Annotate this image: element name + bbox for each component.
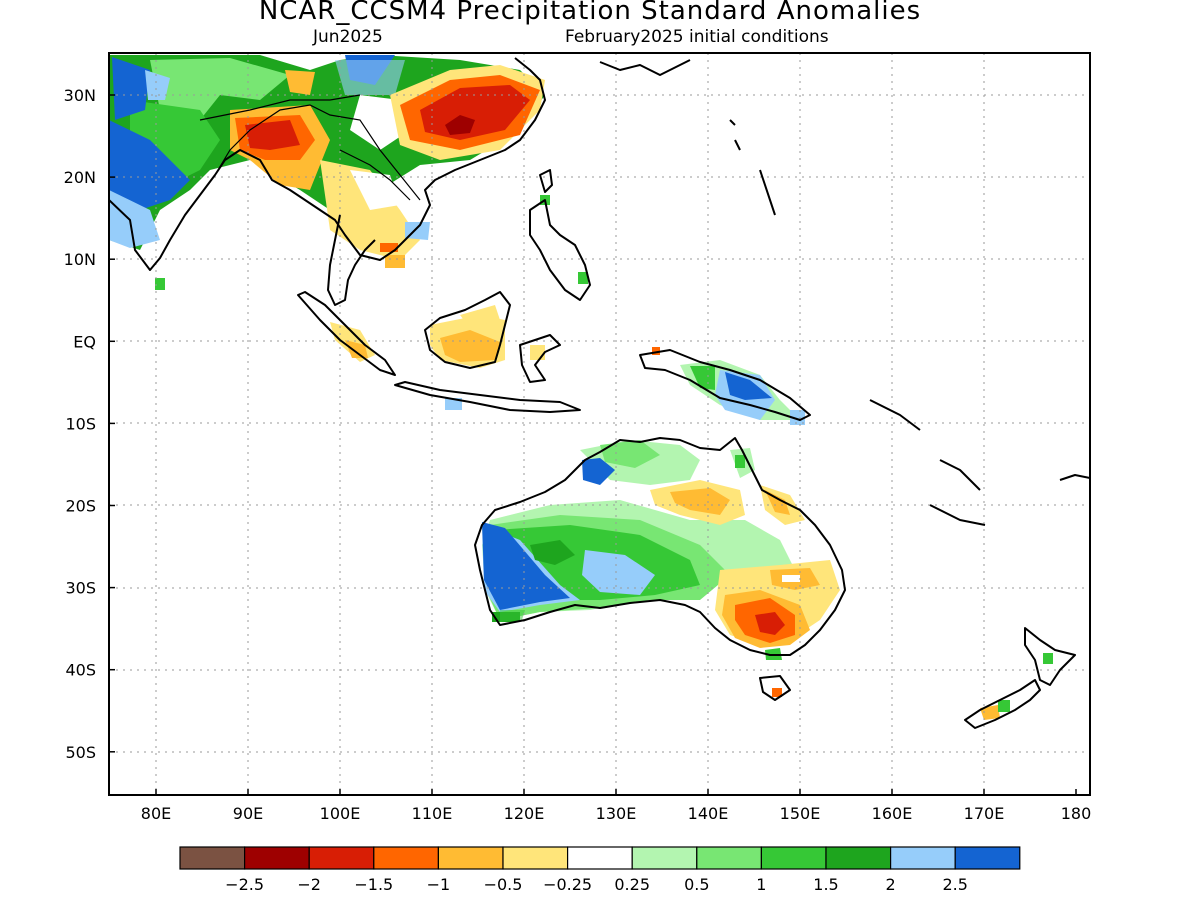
latitude-label: EQ bbox=[73, 332, 96, 351]
longitude-label: 180 bbox=[1061, 804, 1092, 823]
anomaly-field bbox=[109, 55, 1053, 720]
longitude-label: 130E bbox=[596, 804, 637, 823]
latitude-label: 30S bbox=[65, 579, 96, 598]
colorbar-swatch bbox=[502, 846, 569, 870]
coastlines bbox=[109, 57, 1090, 729]
colorbar-swatch bbox=[179, 846, 246, 870]
colorbar-swatch bbox=[825, 846, 892, 870]
colorbar-label: −1 bbox=[427, 875, 451, 894]
longitude-label: 150E bbox=[780, 804, 821, 823]
colorbar-swatch bbox=[631, 846, 698, 870]
colorbar-label: 1 bbox=[756, 875, 766, 894]
longitude-label: 140E bbox=[688, 804, 729, 823]
colorbar-swatch bbox=[308, 846, 375, 870]
colorbar-swatch bbox=[373, 846, 439, 870]
colorbar-swatch bbox=[566, 846, 633, 870]
latitude-label: 10S bbox=[65, 414, 96, 433]
latitude-label: 30N bbox=[64, 86, 96, 105]
colorbar-swatch bbox=[954, 846, 1021, 870]
latitude-labels: 30N 20N 10N EQ 10S 20S 30S 40S 50S bbox=[64, 86, 115, 762]
colorbar-label: −1.5 bbox=[354, 875, 393, 894]
colorbar-label: −0.25 bbox=[543, 875, 592, 894]
longitude-label: 90E bbox=[233, 804, 263, 823]
colorbar-label: 0.25 bbox=[614, 875, 650, 894]
colorbar-swatch bbox=[244, 846, 310, 870]
longitude-label: 170E bbox=[964, 804, 1005, 823]
map-title: NCAR_CCSM4 Precipitation Standard Anomal… bbox=[258, 0, 922, 26]
longitude-label: 120E bbox=[504, 804, 545, 823]
colorbar: −2.5 −2 −1.5 −1 −0.5 −0.25 0.25 0.5 1 1.5 2 2.5 bbox=[179, 846, 1021, 894]
colorbar-label: 1.5 bbox=[813, 875, 838, 894]
colorbar-label: 0.5 bbox=[684, 875, 709, 894]
colorbar-swatch bbox=[760, 846, 827, 870]
colorbar-swatch bbox=[889, 846, 956, 870]
longitude-label: 100E bbox=[320, 804, 361, 823]
colorbar-label: −2.5 bbox=[225, 875, 264, 894]
grid-lines bbox=[109, 53, 1090, 795]
initial-conditions: February2025 initial conditions bbox=[565, 27, 829, 47]
lead-month: Jun2025 bbox=[313, 27, 383, 47]
latitude-label: 40S bbox=[65, 661, 96, 680]
latitude-label: 50S bbox=[65, 743, 96, 762]
longitude-label: 110E bbox=[412, 804, 453, 823]
colorbar-swatch bbox=[437, 846, 504, 870]
latitude-label: 10N bbox=[64, 250, 96, 269]
colorbar-label: 2 bbox=[886, 875, 896, 894]
latitude-label: 20S bbox=[65, 497, 96, 516]
longitude-label: 80E bbox=[141, 804, 171, 823]
latitude-label: 20N bbox=[64, 168, 96, 187]
longitude-label: 160E bbox=[872, 804, 913, 823]
colorbar-swatch bbox=[696, 846, 762, 870]
colorbar-label: −0.5 bbox=[484, 875, 523, 894]
colorbar-label: −2 bbox=[297, 875, 321, 894]
longitude-labels: 80E 90E 100E 110E 120E 130E 140E 150E 160E 170E 18… bbox=[141, 789, 1092, 823]
colorbar-label: 2.5 bbox=[942, 875, 967, 894]
